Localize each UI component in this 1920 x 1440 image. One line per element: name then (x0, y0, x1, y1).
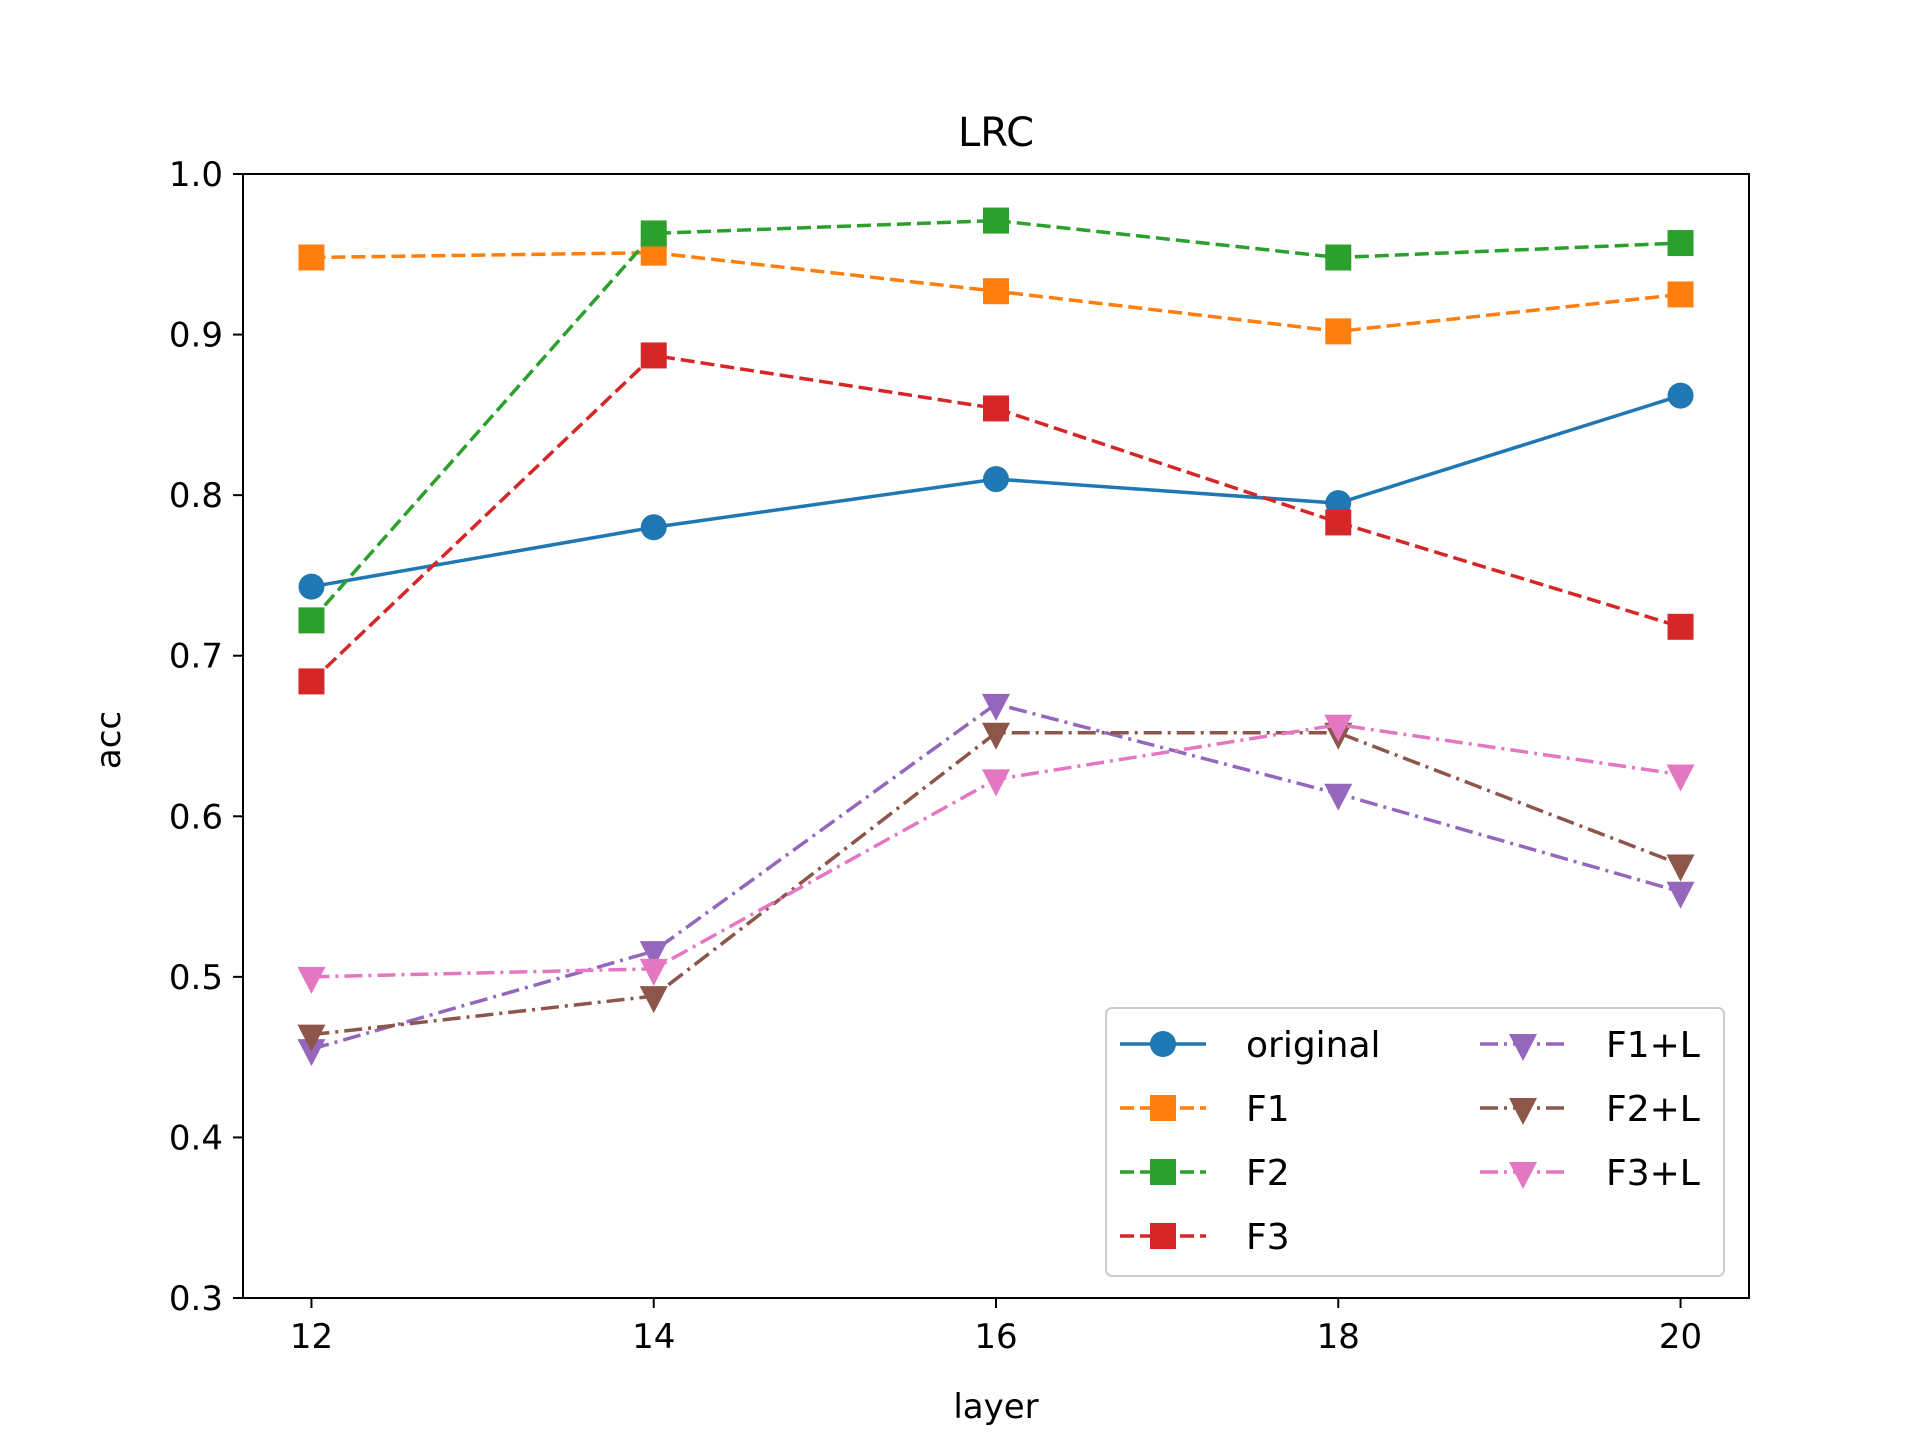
plot-frame (242, 173, 1750, 1299)
legend-item: F2 (1120, 1153, 1290, 1194)
y-tick-label: 0.8 (169, 476, 223, 516)
plot-area-border (242, 173, 1750, 1299)
legend-item: F3+L (1480, 1153, 1700, 1194)
data-point-original (298, 573, 325, 600)
data-point-f2-plus-l (1666, 854, 1695, 882)
data-point-f3 (1667, 613, 1694, 640)
data-point-f3 (983, 395, 1009, 422)
data-point-f1-plus-l (1324, 783, 1353, 811)
x-axis-label: layer (953, 1387, 1038, 1427)
series-f3-plus-l (297, 714, 1695, 994)
legend-marker (1150, 1031, 1176, 1057)
series-f1 (298, 239, 1694, 345)
legend-marker (1150, 1223, 1176, 1249)
data-point-f1-plus-l (639, 941, 668, 969)
data-point-f1-plus-l (297, 1039, 326, 1067)
legend-marker (1509, 1098, 1537, 1125)
series-line-f1-plus-l (310, 701, 1682, 1051)
data-point-f2 (1325, 244, 1352, 271)
data-point-f2-plus-l (639, 986, 668, 1014)
legend-label: F1+L (1606, 1025, 1700, 1066)
x-tick-label: 14 (632, 1317, 675, 1357)
x-tick-label: 18 (1317, 1317, 1360, 1357)
data-point-f1 (1667, 281, 1694, 308)
data-point-f1-plus-l (1666, 881, 1695, 909)
data-point-f1 (298, 244, 325, 271)
y-tick-label: 1.0 (169, 155, 223, 195)
y-tick-label: 0.6 (169, 797, 223, 837)
x-tick-label: 12 (290, 1317, 333, 1357)
data-point-f1-plus-l (982, 693, 1010, 721)
y-tick-label: 0.5 (169, 958, 223, 998)
legend-label: original (1246, 1025, 1381, 1066)
axes: 12 14 16 18 20 0.3 0.4 0.5 0.6 0.7 0.8 0.9 1.0 (169, 155, 1702, 1357)
legend-item: F2+L (1480, 1089, 1700, 1130)
data-point-f2 (1667, 230, 1694, 257)
legend-marker (1150, 1095, 1176, 1121)
data-point-f1 (983, 278, 1009, 305)
legend-label: F2+L (1606, 1089, 1700, 1130)
data-point-f3-plus-l (639, 958, 668, 986)
data-point-f3 (1325, 509, 1352, 536)
y-tick-label: 0.7 (169, 637, 223, 677)
legend-label: F3 (1246, 1217, 1290, 1258)
series-original (298, 382, 1694, 600)
plot-series (297, 207, 1695, 1067)
legend-box (1105, 1007, 1725, 1277)
legend-item: F3 (1120, 1217, 1290, 1258)
data-point-f2-plus-l (982, 722, 1010, 750)
y-tick-label: 0.4 (169, 1118, 223, 1158)
data-point-f2-plus-l (297, 1024, 326, 1052)
series-f2 (298, 207, 1694, 634)
data-point-original (983, 466, 1009, 493)
legend: original F1 F2 F3 F1+L F2+L F3+L (1105, 1007, 1725, 1277)
data-point-f1 (1325, 318, 1352, 345)
legend-label: F2 (1246, 1153, 1290, 1194)
legend-item: F1 (1120, 1089, 1290, 1130)
legend-label: F1 (1246, 1089, 1290, 1130)
data-point-f3-plus-l (297, 966, 326, 994)
series-f3 (298, 342, 1694, 695)
y-tick-label: 0.3 (169, 1279, 223, 1319)
data-point-f3 (298, 668, 325, 695)
legend-marker (1150, 1159, 1176, 1185)
legend-label: F3+L (1606, 1153, 1700, 1194)
legend-item: F1+L (1480, 1025, 1700, 1066)
data-point-original (640, 514, 667, 541)
series-line-f2 (310, 218, 1681, 622)
series-f1-plus-l (297, 693, 1695, 1067)
data-point-original (1667, 382, 1694, 409)
chart-title: LRC (958, 110, 1034, 156)
data-point-f3-plus-l (982, 769, 1010, 797)
legend-marker (1509, 1034, 1537, 1061)
y-tick-label: 0.9 (169, 316, 223, 356)
x-tick-label: 16 (974, 1317, 1017, 1357)
data-point-f2 (640, 220, 667, 247)
x-tick-label: 20 (1659, 1317, 1702, 1357)
data-point-f3 (640, 342, 667, 369)
data-point-f2 (298, 607, 325, 634)
data-point-f3-plus-l (1666, 764, 1695, 792)
data-point-f2 (983, 207, 1009, 234)
legend-item: original (1120, 1025, 1381, 1066)
y-axis-label: acc (89, 711, 129, 769)
legend-marker (1509, 1162, 1537, 1189)
data-point-f3-plus-l (1324, 714, 1353, 742)
